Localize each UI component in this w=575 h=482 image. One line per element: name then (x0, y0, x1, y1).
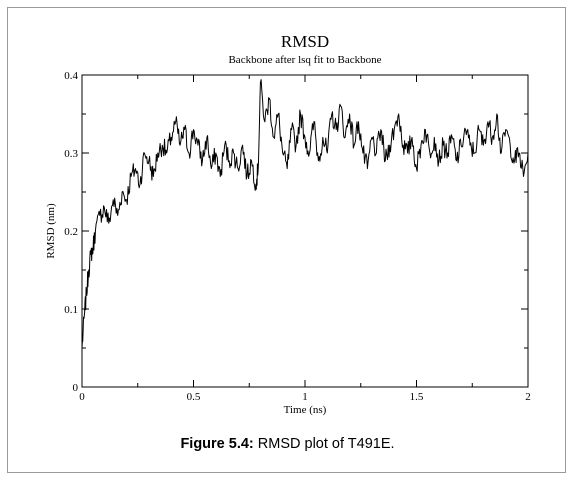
y-axis-ticks: 0 0.1 0.2 0.3 0.4 (64, 70, 528, 394)
y-tick-label: 0.3 (64, 148, 78, 160)
y-tick-label: 0.1 (64, 304, 78, 316)
y-tick-label: 0.4 (64, 70, 78, 82)
x-tick-label: 0.5 (187, 391, 201, 403)
chart-subtitle: Backbone after lsq fit to Backbone (228, 54, 381, 66)
x-tick-label: 2 (525, 391, 531, 403)
figure-caption: Figure 5.4: RMSD plot of T491E. (0, 436, 575, 452)
chart-title: RMSD (281, 32, 329, 51)
rmsd-chart: RMSD Backbone after lsq fit to Backbone … (45, 32, 531, 416)
x-axis-label: Time (ns) (284, 404, 327, 416)
rmsd-series-line (81, 79, 529, 349)
figure-frame (7, 7, 566, 473)
x-tick-label: 1.5 (410, 391, 424, 403)
x-tick-label: 1 (302, 391, 308, 403)
y-tick-label: 0 (73, 382, 79, 394)
plot-area (81, 74, 529, 388)
y-tick-label: 0.2 (64, 226, 78, 238)
x-axis-ticks: 0 0.5 1 1.5 2 (79, 75, 531, 403)
y-axis-label: RMSD (nm) (45, 203, 57, 259)
caption-label: Figure 5.4: (180, 436, 254, 452)
x-tick-label: 0 (79, 391, 85, 403)
caption-text: RMSD plot of T491E. (253, 436, 395, 452)
